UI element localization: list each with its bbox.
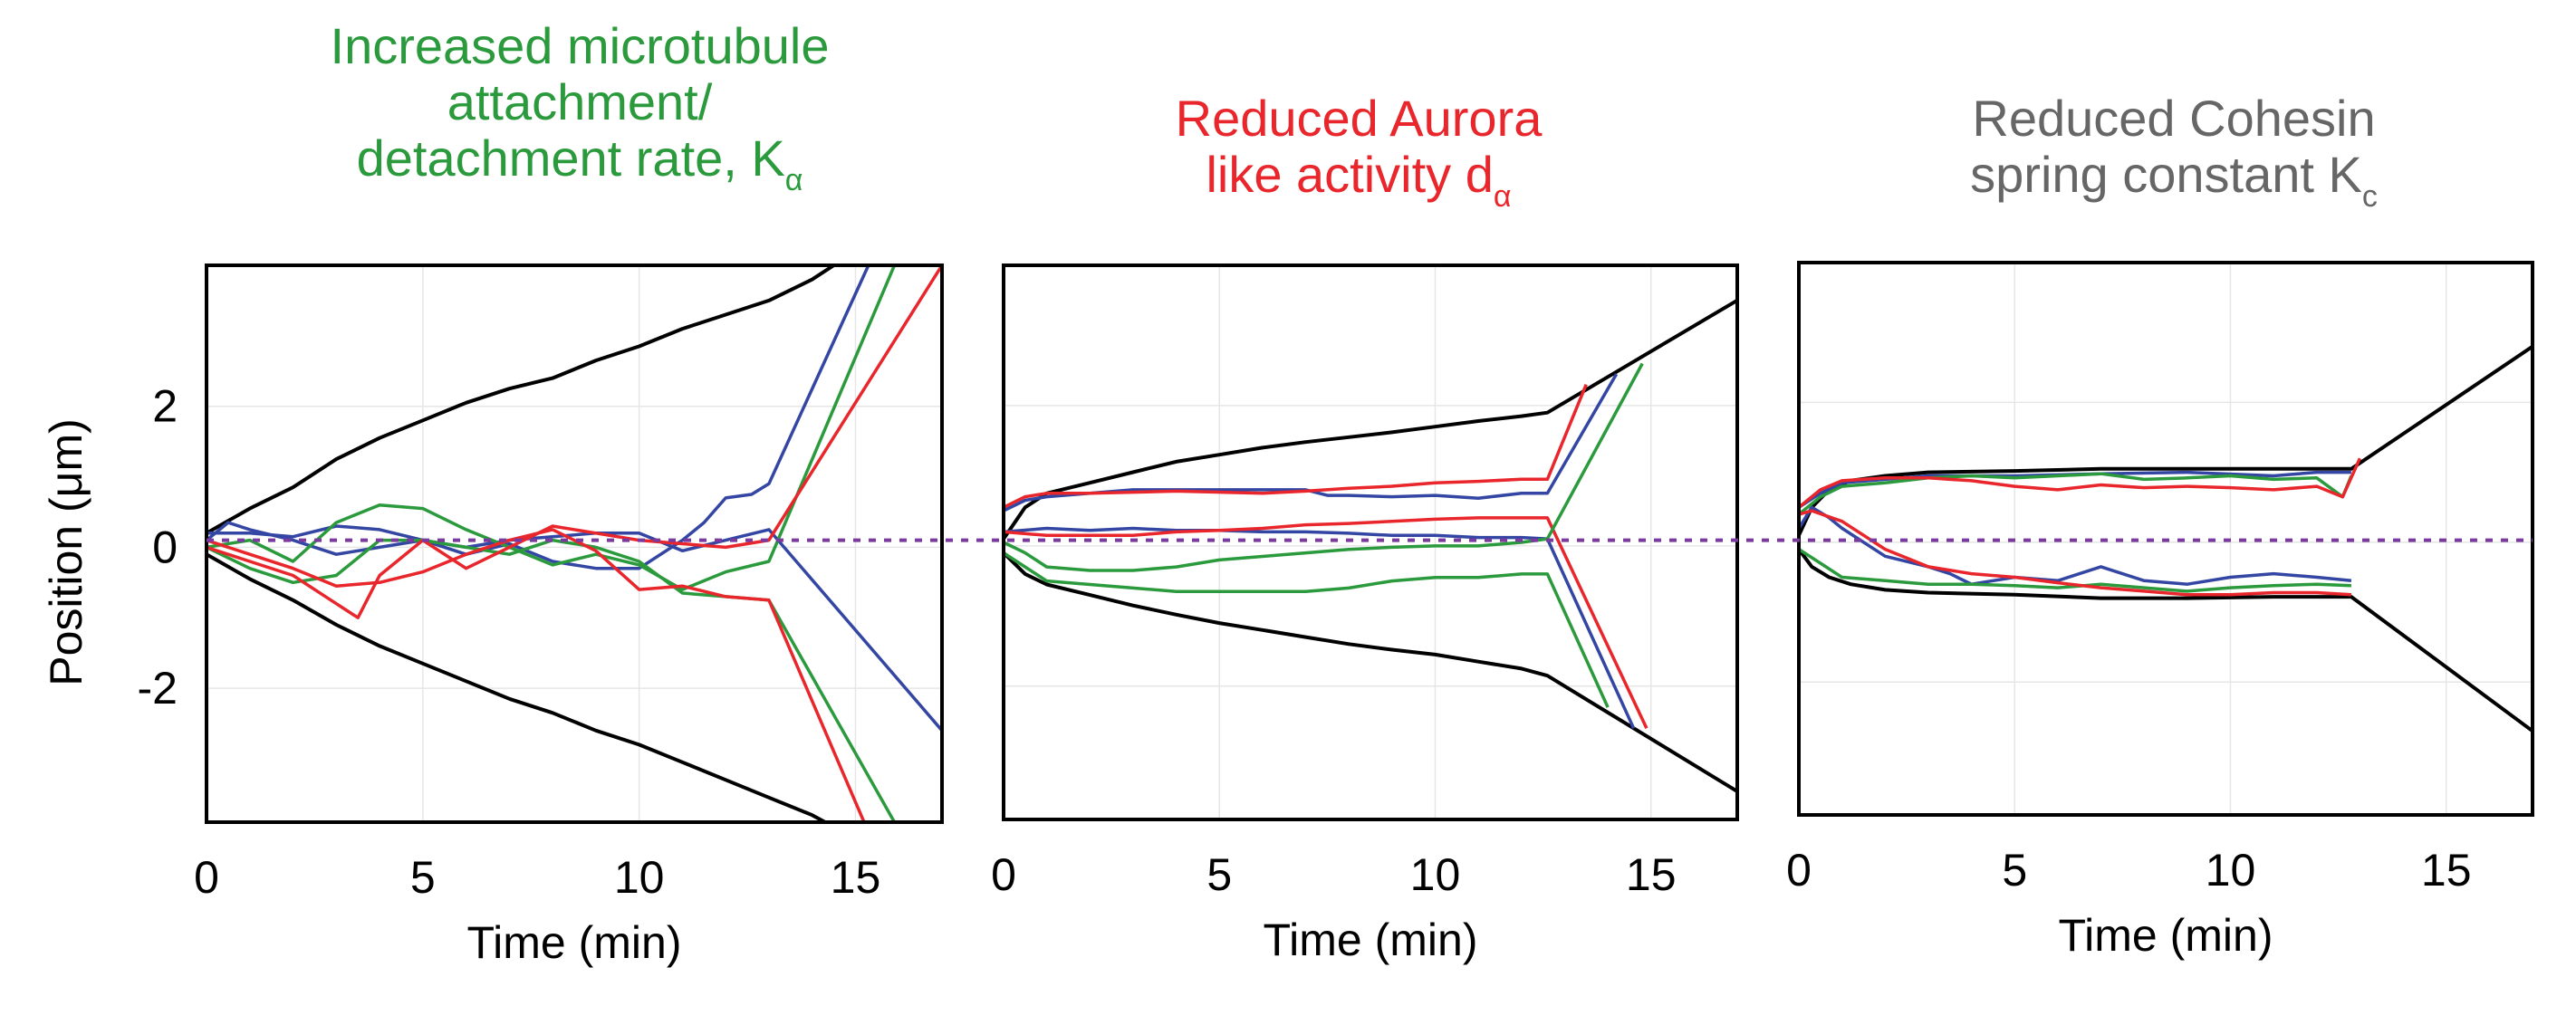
panel-title-line: Increased microtubule xyxy=(331,17,830,74)
series-line-black xyxy=(1004,298,1737,541)
x-axis-label: Time (min) xyxy=(1263,915,1477,965)
x-tick-label: 5 xyxy=(2002,845,2027,896)
series-line-blue xyxy=(207,524,942,732)
panel-title-line: attachment/ xyxy=(447,73,713,130)
x-tick-label: 15 xyxy=(2421,845,2472,896)
y-tick-label: -2 xyxy=(138,663,178,714)
x-tick-label: 10 xyxy=(1410,849,1461,900)
series-line-green xyxy=(1004,362,1644,572)
panel-1: 0 5 10 15 Time (min) 2 0 -2 Increased microtubul… xyxy=(138,17,944,968)
series-line-blue xyxy=(1799,470,2351,509)
x-axis-label: Time (min) xyxy=(2058,910,2273,961)
x-tick-label: 0 xyxy=(194,852,219,903)
series-line-green xyxy=(1004,551,1610,708)
series-line-blue xyxy=(207,265,870,570)
series-line-red xyxy=(207,528,866,822)
panel-title: Increased microtubuleattachment/detachme… xyxy=(331,17,830,197)
series-line-black xyxy=(1799,345,2533,536)
title-subscript: c xyxy=(2362,179,2378,214)
x-axis-label: Time (min) xyxy=(466,917,681,968)
series-line-red xyxy=(1799,457,2361,509)
panel-title-line: like activity dα xyxy=(1206,146,1511,214)
y-tick-label: 2 xyxy=(152,381,178,432)
title-subscript: α xyxy=(1494,179,1512,214)
series-line-black xyxy=(1004,551,1737,793)
plot-frame xyxy=(205,263,944,824)
title-subscript: α xyxy=(785,163,803,197)
panel-title-line: detachment rate, Kα xyxy=(357,129,803,197)
series-line-green xyxy=(1799,472,2353,516)
x-tick-label: 10 xyxy=(2206,845,2256,896)
series-line-red xyxy=(1004,384,1588,509)
series-line-green xyxy=(207,538,897,822)
series-line-black xyxy=(207,265,835,535)
series-group xyxy=(1004,298,1737,793)
x-tick-label: 0 xyxy=(1786,845,1812,896)
series-line-black xyxy=(1799,548,2533,733)
panel-title-line: Reduced Aurora xyxy=(1176,90,1543,147)
y-axis-label: Position (μm) xyxy=(41,418,91,686)
series-line-red xyxy=(1799,509,2352,597)
series-group xyxy=(1799,345,2533,733)
panel-title-line: Reduced Cohesin xyxy=(1972,90,2375,147)
x-tick-label: 0 xyxy=(991,849,1016,900)
plot-frame xyxy=(1002,263,1739,821)
x-tick-label: 15 xyxy=(1626,849,1677,900)
series-line-green xyxy=(1799,548,2351,593)
x-tick-label: 15 xyxy=(831,852,881,903)
panels: 0 5 10 15 Time (min) 2 0 -2 Increased microtubul… xyxy=(138,17,2534,968)
y-tick-label: 0 xyxy=(152,522,178,572)
series-line-black xyxy=(207,552,826,822)
series-line-blue xyxy=(1004,526,1636,730)
x-tick-label: 5 xyxy=(1206,849,1232,900)
series-line-red xyxy=(1004,516,1648,730)
panel-title-line: spring constant Kc xyxy=(1970,146,2378,214)
series-line-red xyxy=(207,265,942,619)
x-tick-label: 10 xyxy=(614,852,665,903)
x-tick-label: 5 xyxy=(410,852,436,903)
series-group xyxy=(207,265,942,822)
